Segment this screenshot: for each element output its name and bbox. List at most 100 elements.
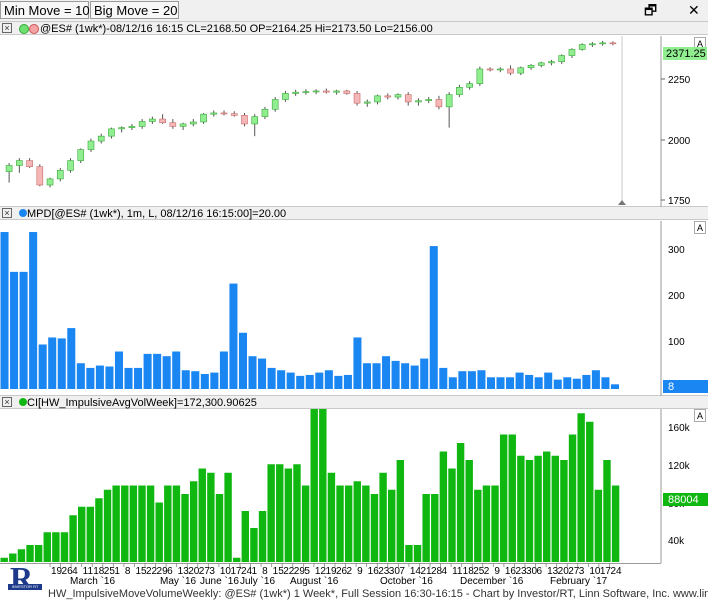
- candle: [118, 126, 125, 133]
- mpd-bar: [343, 374, 352, 389]
- mpd-pane-header: × MPD[@ES# (1wk*), 1m, L, 08/12/16 16:15…: [0, 206, 708, 220]
- x-day-label: 29: [294, 566, 306, 577]
- x-month-label: August `16: [290, 575, 339, 587]
- ci-bar: [267, 464, 275, 562]
- ci-bar: [388, 489, 396, 562]
- candle: [97, 133, 105, 144]
- mpd-bar: [134, 367, 143, 389]
- mpd-bar: [506, 377, 515, 389]
- mpd-bar: [391, 360, 400, 389]
- candle: [36, 164, 44, 187]
- candle: [537, 61, 545, 68]
- candle: [333, 89, 340, 95]
- candle: [5, 163, 13, 183]
- mpd-y-axis: 300 200 100: [668, 245, 685, 348]
- x-day-label: 30: [389, 566, 401, 577]
- ci-bar: [336, 485, 344, 562]
- ci-y-axis: 160k 120k 80k 40k: [668, 423, 691, 547]
- candle: [302, 89, 310, 95]
- ci-bar: [439, 451, 448, 562]
- mpd-bar: [467, 371, 476, 389]
- ci-autoscale-button[interactable]: A: [694, 409, 706, 422]
- ci-bar: [362, 485, 370, 562]
- mpd-bar: [362, 363, 371, 389]
- price-y-tick: 2000: [668, 136, 691, 147]
- close-window-icon[interactable]: ✕: [688, 2, 700, 18]
- close-pane-icon[interactable]: ×: [2, 23, 12, 33]
- mpd-bar: [458, 371, 467, 389]
- mpd-bar: [401, 363, 410, 389]
- ci-bar: [611, 485, 620, 562]
- mpd-bar: [48, 337, 57, 389]
- ci-last-value: 88004: [668, 494, 699, 506]
- x-day-label: 9: [494, 566, 500, 577]
- x-day-label: 25: [104, 566, 116, 577]
- ci-bar: [26, 545, 34, 562]
- ci-bar: [525, 460, 534, 562]
- ci-bar: [499, 434, 508, 562]
- x-day-label: 7: [399, 566, 405, 577]
- candle: [169, 119, 177, 129]
- x-day-label: 15: [273, 566, 285, 577]
- x-day-label: 21: [420, 566, 432, 577]
- ci-y-tick: 160k: [668, 423, 691, 434]
- x-day-label: 15: [135, 566, 147, 577]
- mpd-y-tick: 100: [668, 337, 685, 348]
- candle: [128, 123, 136, 131]
- investor-rt-logo: R INVESTOR RT: [8, 562, 42, 600]
- candle: [312, 89, 320, 95]
- mpd-bar: [162, 356, 171, 389]
- mpd-bar: [439, 367, 448, 389]
- ci-last-marker: 88004: [663, 493, 708, 506]
- x-month-label: March `16: [70, 575, 115, 587]
- x-day-label: 22: [283, 566, 295, 577]
- mpd-bar: [124, 367, 133, 389]
- close-pane-icon[interactable]: ×: [2, 397, 12, 407]
- mpd-bar: [238, 332, 247, 389]
- top-toolbar: Min Move = 10 Big Move = 20 🗗 ✕: [0, 0, 708, 21]
- candle: [271, 97, 279, 112]
- ci-bar: [456, 443, 465, 562]
- x-day-label: 5: [304, 566, 310, 577]
- mpd-bar: [515, 372, 524, 389]
- x-day-label: 4: [442, 566, 448, 577]
- x-day-label: 19: [325, 566, 337, 577]
- ci-bar: [103, 489, 112, 562]
- ci-bar: [465, 460, 473, 562]
- price-candles: [5, 40, 617, 188]
- mpd-autoscale-button[interactable]: A: [694, 221, 706, 234]
- x-day-label: 3: [579, 566, 585, 577]
- candle: [363, 99, 371, 107]
- ci-y-tick: 120k: [668, 461, 691, 472]
- mpd-bar: [610, 384, 619, 389]
- x-day-label: 27: [568, 566, 580, 577]
- ci-bar: [138, 485, 146, 562]
- x-month-label: December `16: [460, 575, 524, 587]
- mpd-bar: [448, 377, 457, 389]
- restore-window-icon[interactable]: 🗗: [644, 2, 658, 18]
- ci-bar: [534, 455, 542, 562]
- x-day-label: 26: [336, 566, 348, 577]
- ci-bar: [319, 409, 327, 562]
- ci-legend-icon: [19, 398, 27, 406]
- candle: [353, 90, 361, 106]
- x-day-label: 23: [515, 566, 527, 577]
- mpd-bar: [410, 365, 419, 389]
- candle: [241, 112, 248, 127]
- candle: [415, 98, 422, 106]
- mpd-bar: [219, 351, 228, 389]
- mpd-bar: [19, 271, 28, 389]
- min-move-button[interactable]: Min Move = 10: [0, 1, 90, 19]
- close-pane-icon[interactable]: ×: [2, 208, 12, 218]
- x-day-label: 13: [178, 566, 190, 577]
- ci-bar: [353, 481, 361, 562]
- big-move-button[interactable]: Big Move = 20: [90, 1, 179, 19]
- x-day-label: 18: [93, 566, 105, 577]
- mpd-bar: [601, 377, 610, 389]
- ci-bar: [43, 532, 51, 562]
- x-day-label: 12: [315, 566, 327, 577]
- x-day-label: 9: [357, 566, 363, 577]
- x-month-label: June `16: [200, 575, 239, 587]
- mpd-bar: [496, 377, 505, 389]
